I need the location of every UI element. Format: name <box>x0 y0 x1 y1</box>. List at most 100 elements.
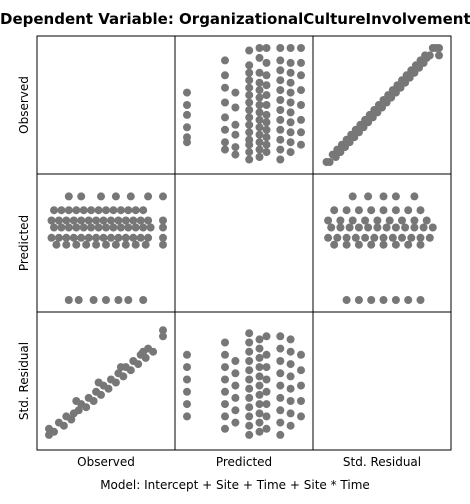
data-point-predicted-vs-std-residual <box>379 296 388 304</box>
data-point-observed-vs-std-residual <box>435 51 443 60</box>
data-point-predicted-vs-observed <box>77 192 86 201</box>
data-point-predicted-vs-std-residual <box>324 233 333 242</box>
data-point-predicted-vs-std-residual <box>348 216 357 225</box>
data-point-std-residual-vs-predicted <box>255 427 264 436</box>
data-point-predicted-vs-std-residual <box>391 223 400 232</box>
data-point-predicted-vs-std-residual <box>333 233 342 242</box>
data-point-std-residual-vs-predicted <box>276 418 285 427</box>
data-point-observed-vs-predicted <box>262 110 271 119</box>
data-point-observed-vs-predicted <box>276 86 285 95</box>
data-point-observed-vs-predicted <box>245 91 254 100</box>
chart-title: Dependent Variable: OrganizationalCultur… <box>0 10 470 28</box>
data-point-observed-vs-predicted <box>255 130 264 139</box>
data-point-std-residual-vs-predicted <box>245 412 254 421</box>
data-point-std-residual-vs-observed <box>82 403 91 412</box>
data-point-observed-vs-predicted <box>276 66 285 75</box>
data-point-predicted-vs-observed <box>79 206 88 215</box>
data-point-predicted-vs-std-residual <box>391 296 400 304</box>
data-point-observed-vs-predicted <box>221 56 229 65</box>
data-point-std-residual-vs-predicted <box>245 384 254 393</box>
data-point-std-residual-vs-predicted <box>262 412 271 421</box>
data-point-std-residual-vs-predicted <box>231 381 240 390</box>
data-point-predicted-vs-std-residual <box>416 206 425 215</box>
data-point-std-residual-vs-predicted <box>286 397 295 405</box>
data-point-observed-vs-std-residual <box>425 51 434 60</box>
data-point-predicted-vs-std-residual <box>388 233 397 242</box>
data-point-predicted-vs-std-residual <box>342 240 351 249</box>
data-point-predicted-vs-std-residual <box>342 296 351 304</box>
data-point-observed-vs-predicted <box>221 145 229 154</box>
data-point-predicted-vs-observed <box>129 233 138 242</box>
data-point-predicted-vs-std-residual <box>410 223 419 232</box>
data-point-std-residual-vs-observed <box>159 326 167 335</box>
data-point-std-residual-vs-predicted <box>245 357 254 365</box>
data-point-observed-vs-predicted <box>286 108 295 117</box>
data-point-predicted-vs-observed <box>74 296 83 304</box>
data-point-predicted-vs-observed <box>159 240 167 249</box>
data-point-predicted-vs-observed <box>121 240 130 249</box>
data-point-predicted-vs-std-residual <box>398 233 406 242</box>
data-point-predicted-vs-observed <box>144 192 153 201</box>
data-point-std-residual-vs-observed <box>159 332 167 341</box>
data-point-predicted-vs-std-residual <box>416 296 425 304</box>
data-point-std-residual-vs-predicted <box>255 335 264 344</box>
data-point-predicted-vs-std-residual <box>367 206 376 215</box>
data-point-std-residual-vs-predicted <box>276 332 285 341</box>
data-point-std-residual-vs-predicted <box>262 424 271 433</box>
data-point-std-residual-vs-predicted <box>183 400 191 409</box>
data-point-observed-vs-predicted <box>255 115 264 124</box>
data-point-std-residual-vs-observed <box>119 372 128 381</box>
data-point-predicted-vs-observed <box>111 240 120 249</box>
data-point-predicted-vs-observed <box>116 223 125 232</box>
data-point-std-residual-vs-predicted <box>245 430 254 439</box>
data-point-predicted-vs-observed <box>94 206 103 215</box>
data-point-observed-vs-predicted <box>276 145 285 154</box>
data-point-predicted-vs-observed <box>64 223 73 232</box>
data-point-predicted-vs-std-residual <box>348 192 357 201</box>
data-point-std-residual-vs-predicted <box>286 347 295 356</box>
matrix-grid <box>36 35 452 451</box>
data-point-std-residual-vs-predicted <box>286 421 295 430</box>
data-point-std-residual-vs-predicted <box>221 400 229 409</box>
data-point-observed-vs-predicted <box>183 110 191 119</box>
data-point-observed-vs-predicted <box>183 88 191 97</box>
data-point-observed-vs-predicted <box>183 123 191 132</box>
data-point-predicted-vs-std-residual <box>342 233 351 242</box>
data-point-std-residual-vs-predicted <box>245 366 254 375</box>
data-point-observed-vs-predicted <box>231 143 240 152</box>
data-point-std-residual-vs-predicted <box>231 393 240 402</box>
data-point-observed-vs-predicted <box>231 103 240 112</box>
data-point-observed-vs-predicted <box>221 71 229 80</box>
data-point-observed-vs-std-residual <box>325 158 334 166</box>
data-point-observed-vs-predicted <box>286 58 295 67</box>
data-point-predicted-vs-observed <box>131 206 140 215</box>
data-point-predicted-vs-std-residual <box>364 223 373 232</box>
data-point-predicted-vs-std-residual <box>373 223 382 232</box>
data-point-predicted-vs-observed <box>62 233 71 242</box>
data-point-observed-vs-predicted <box>231 150 240 159</box>
data-point-observed-vs-predicted <box>262 101 271 109</box>
data-point-observed-vs-std-residual <box>387 93 396 102</box>
data-point-std-residual-vs-predicted <box>231 369 240 378</box>
data-point-observed-vs-predicted <box>183 133 191 142</box>
data-point-predicted-vs-observed <box>114 216 123 225</box>
data-point-observed-vs-predicted <box>286 138 295 147</box>
data-point-predicted-vs-std-residual <box>379 192 388 201</box>
data-point-observed-vs-predicted <box>286 78 295 87</box>
data-point-predicted-vs-observed <box>139 206 148 215</box>
data-point-observed-vs-predicted <box>286 148 295 157</box>
data-point-predicted-vs-observed <box>52 240 61 249</box>
data-point-predicted-vs-observed <box>72 240 81 249</box>
data-point-std-residual-vs-predicted <box>262 375 271 384</box>
data-point-observed-vs-predicted <box>245 76 254 85</box>
data-point-predicted-vs-std-residual <box>401 223 410 232</box>
data-point-predicted-vs-std-residual <box>327 223 336 232</box>
data-point-predicted-vs-observed <box>124 223 133 232</box>
data-point-predicted-vs-observed <box>109 206 118 215</box>
data-point-predicted-vs-std-residual <box>361 216 370 225</box>
data-point-std-residual-vs-predicted <box>183 375 191 384</box>
data-point-observed-vs-predicted <box>262 81 271 90</box>
data-point-predicted-vs-std-residual <box>379 240 388 249</box>
data-point-std-residual-vs-predicted <box>231 418 240 427</box>
data-point-predicted-vs-std-residual <box>351 233 360 242</box>
